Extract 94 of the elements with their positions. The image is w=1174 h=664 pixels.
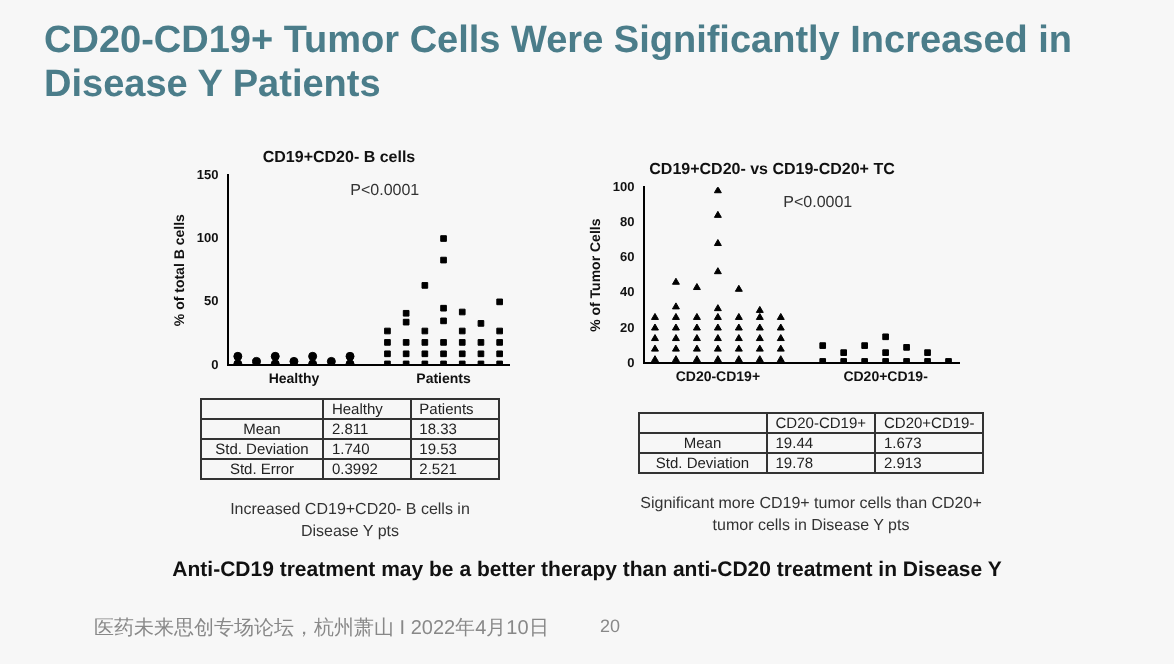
point [713, 304, 722, 312]
point [270, 351, 280, 361]
point [384, 339, 391, 346]
point [384, 350, 391, 358]
point [651, 312, 659, 320]
text: 20 [600, 616, 621, 636]
point [421, 282, 429, 289]
point [713, 187, 722, 194]
point [692, 312, 701, 320]
point [692, 344, 701, 352]
point [477, 339, 485, 346]
point [755, 344, 764, 352]
chart-title: CD19+CD20- B cells [262, 148, 417, 167]
point [755, 323, 764, 331]
point [882, 349, 889, 356]
point [402, 318, 410, 326]
text: CD20-CD19+ Tumor Cells Were Significantly Increased in Disease Y Patients [44, 20, 1075, 108]
point [421, 350, 429, 358]
point [440, 350, 447, 358]
point [734, 312, 743, 320]
point [755, 305, 764, 313]
point [477, 350, 485, 358]
point [671, 334, 680, 342]
point [734, 355, 743, 363]
point [671, 344, 680, 352]
point [308, 351, 318, 361]
point [440, 256, 447, 264]
point [713, 334, 722, 342]
point [458, 339, 466, 346]
point [440, 339, 447, 346]
point [776, 334, 785, 342]
point [671, 323, 680, 331]
point [440, 235, 447, 242]
text: Significant more CD19+ tumor cells than CD20+ tumor cells in Disease Y pts [638, 492, 984, 536]
point [776, 355, 785, 363]
point [882, 333, 889, 341]
point [671, 302, 680, 310]
point [776, 323, 785, 331]
point [692, 334, 701, 342]
point [734, 334, 743, 342]
point [755, 312, 764, 320]
point [233, 351, 243, 361]
point [651, 334, 659, 342]
point [713, 267, 722, 275]
point [421, 339, 429, 346]
point [421, 327, 429, 335]
point [819, 342, 827, 349]
point [861, 342, 868, 349]
text: 医药未来思创专场论坛，杭州萧山 I 2022年4月10日 [94, 615, 549, 642]
point [440, 304, 447, 312]
point [477, 320, 485, 327]
point [458, 350, 466, 358]
point [384, 327, 391, 335]
point [776, 344, 785, 352]
point [402, 309, 410, 317]
point [651, 355, 659, 363]
point [345, 351, 355, 361]
point [402, 339, 410, 346]
point [924, 349, 931, 356]
point [713, 210, 722, 218]
point [496, 298, 503, 306]
point [671, 312, 680, 320]
point [496, 350, 503, 358]
point [755, 334, 764, 342]
point [671, 355, 680, 363]
point [651, 323, 659, 331]
point [776, 312, 785, 320]
annotation: P<0.0001 [350, 181, 421, 200]
point [755, 355, 764, 363]
point [903, 344, 910, 351]
point [671, 277, 680, 285]
point [713, 344, 722, 352]
point [692, 283, 701, 291]
point [440, 317, 447, 325]
chart-title: CD19+CD20- vs CD19-CD20+ TC [649, 160, 896, 179]
point [496, 339, 503, 346]
point [734, 323, 743, 331]
point [458, 327, 466, 335]
point [713, 355, 722, 363]
point [402, 350, 410, 358]
point [692, 355, 701, 363]
text: Anti-CD19 treatment may be a better therapy than anti-CD20 treatment in Disease Y [170, 558, 1004, 582]
point [692, 323, 701, 331]
point [713, 323, 722, 331]
point [496, 327, 503, 335]
point [734, 284, 743, 292]
point [651, 344, 659, 352]
point [840, 349, 848, 356]
text: Increased CD19+CD20- B cells in Disease Y pts [228, 498, 472, 542]
point [713, 239, 722, 247]
annotation: P<0.0001 [783, 193, 854, 212]
point [458, 308, 466, 316]
point [713, 312, 722, 320]
point [734, 344, 743, 352]
